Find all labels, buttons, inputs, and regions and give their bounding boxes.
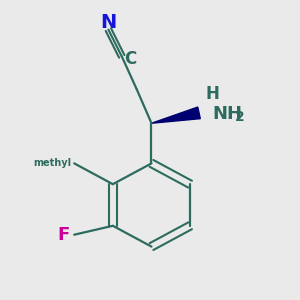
Polygon shape (152, 107, 200, 123)
Text: H: H (206, 85, 219, 103)
Text: NH: NH (212, 105, 242, 123)
Text: methyl: methyl (33, 158, 71, 168)
Text: 2: 2 (235, 110, 244, 124)
Text: C: C (124, 50, 136, 68)
Text: F: F (58, 226, 70, 244)
Text: N: N (100, 13, 116, 32)
